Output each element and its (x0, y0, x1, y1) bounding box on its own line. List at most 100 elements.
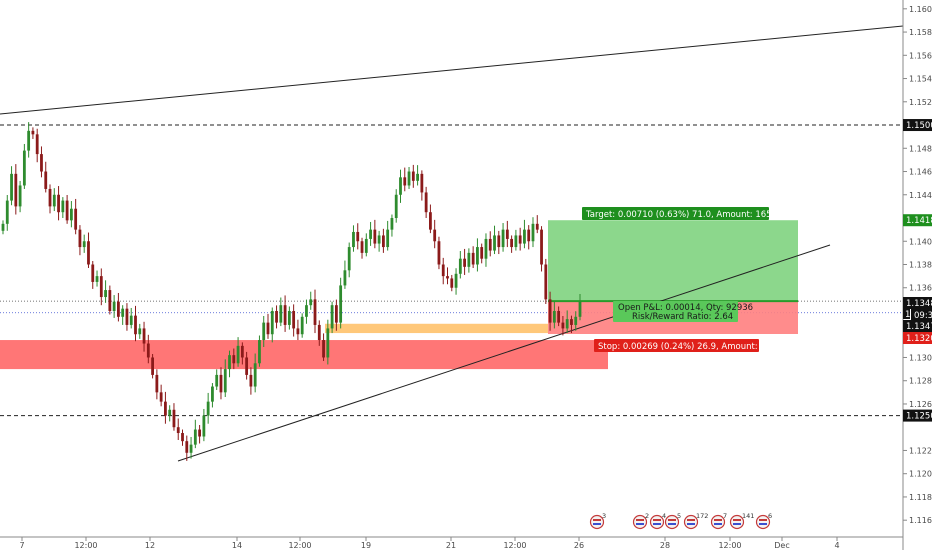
candle-body (155, 374, 159, 393)
price-tag-box (903, 320, 932, 332)
candle-body (40, 154, 43, 172)
price-tag-label: 09:32 (914, 311, 932, 321)
candle-body (52, 194, 56, 207)
target-zone[interactable] (548, 220, 798, 302)
y-tick-label: 1.13600 (909, 284, 932, 293)
event-flag-icon[interactable]: 6 (755, 512, 773, 530)
price-tags: 1.15000 1.14181 1.134851 09:321.13471 1.1320… (903, 119, 932, 422)
event-count: 172 (696, 512, 708, 520)
y-tick-label: 1.15400 (909, 75, 932, 84)
x-tick-label: 12 (145, 541, 155, 550)
candle-body (287, 310, 291, 325)
zone-0[interactable] (0, 340, 608, 370)
event-flag-icon[interactable]: 7 (710, 512, 728, 530)
candle-body (69, 208, 73, 221)
candle-body (347, 247, 351, 271)
candle-body (420, 173, 424, 193)
candle-body (501, 229, 505, 248)
price-tag-label: 1.12500 (906, 412, 932, 422)
x-tick-label: 7 (19, 541, 24, 550)
x-tick-label: 14 (232, 541, 242, 550)
candle-body (493, 235, 496, 251)
candle-body (488, 238, 492, 251)
candle-body (258, 340, 261, 364)
candle-body (95, 276, 99, 282)
candle-body (202, 415, 206, 437)
candle-body (416, 173, 419, 181)
candle-body (403, 177, 407, 186)
price-tag-box (903, 309, 910, 319)
y-tick-label: 1.13000 (909, 353, 932, 362)
candle-body (185, 441, 189, 453)
x-tick-label: 26 (574, 541, 584, 550)
upper-trendline[interactable] (0, 25, 904, 115)
candle-body (236, 345, 240, 364)
target-label-box (582, 207, 769, 220)
x-tick-label: Dec (774, 541, 789, 550)
candle-body (146, 343, 150, 358)
candle-body (570, 319, 573, 325)
candle-body (82, 241, 86, 248)
y-tick-label: 1.12200 (909, 446, 932, 455)
y-tick-label: 1.13800 (909, 261, 932, 270)
candle-body (369, 229, 372, 239)
zone-1[interactable] (325, 323, 548, 334)
candle-body (270, 310, 274, 335)
candle-body (548, 299, 552, 323)
candle-body (322, 340, 325, 358)
candle-body (505, 229, 509, 239)
event-count: 4 (662, 512, 666, 520)
candle-body (373, 229, 377, 244)
price-tag-box (903, 332, 932, 344)
candle-body (91, 264, 95, 282)
candle-body (283, 305, 287, 325)
candle-body (540, 229, 543, 265)
candle-body (164, 401, 167, 416)
event-flag-icon[interactable]: 141 (729, 512, 755, 530)
event-count: 7 (723, 512, 727, 520)
lower-trendline[interactable] (177, 244, 831, 462)
price-tag-box (903, 409, 932, 422)
price-axis[interactable]: 1.16000 1.15800 1.15600 1.15400 1.15200 1.148… (903, 5, 932, 525)
candles-layer (1, 122, 582, 461)
candle-body (317, 324, 321, 341)
event-flag-icon[interactable]: 5 (664, 512, 682, 530)
x-tick-label: 19 (361, 541, 371, 550)
candle-body (544, 264, 548, 300)
candle-body (386, 229, 390, 248)
candle-body (527, 229, 531, 242)
candle-body (117, 301, 120, 317)
candle-body (14, 173, 18, 207)
x-tick-label: 12:00 (718, 541, 741, 550)
candle-body (339, 285, 343, 323)
candle-body (245, 357, 249, 375)
events-layer[interactable]: 3 2 4 5 172 7 141 6 (589, 512, 773, 530)
candle-body (471, 252, 475, 265)
time-axis[interactable]: 7 12:00 12 14 12:00 19 21 12:00 26 28 12:00 Dec 4 (19, 537, 840, 550)
candle-body (390, 218, 394, 230)
event-flag-icon[interactable]: 3 (589, 512, 607, 530)
candle-body (407, 171, 411, 186)
candle-body (552, 310, 556, 323)
candle-body (523, 229, 526, 244)
event-flag-icon[interactable]: 4 (649, 512, 667, 530)
candle-body (189, 444, 193, 453)
price-tag-box (903, 119, 932, 132)
x-tick-label: 21 (446, 541, 456, 550)
candle-body (65, 200, 69, 221)
y-tick-label: 1.14400 (909, 191, 932, 200)
candle-body (219, 374, 223, 393)
candle-body (1, 223, 5, 231)
price-tag-label: 1 (905, 310, 910, 320)
candle-body (531, 223, 535, 242)
event-flag-icon[interactable]: 2 (632, 512, 650, 530)
candle-body (134, 315, 137, 335)
trendlines-layer[interactable] (0, 25, 904, 462)
event-flag-icon[interactable]: 172 (683, 512, 709, 530)
candle-body (424, 192, 428, 213)
candle-body (129, 315, 133, 325)
candle-body (206, 401, 210, 416)
candle-body (275, 310, 278, 323)
candle-body (228, 355, 231, 370)
